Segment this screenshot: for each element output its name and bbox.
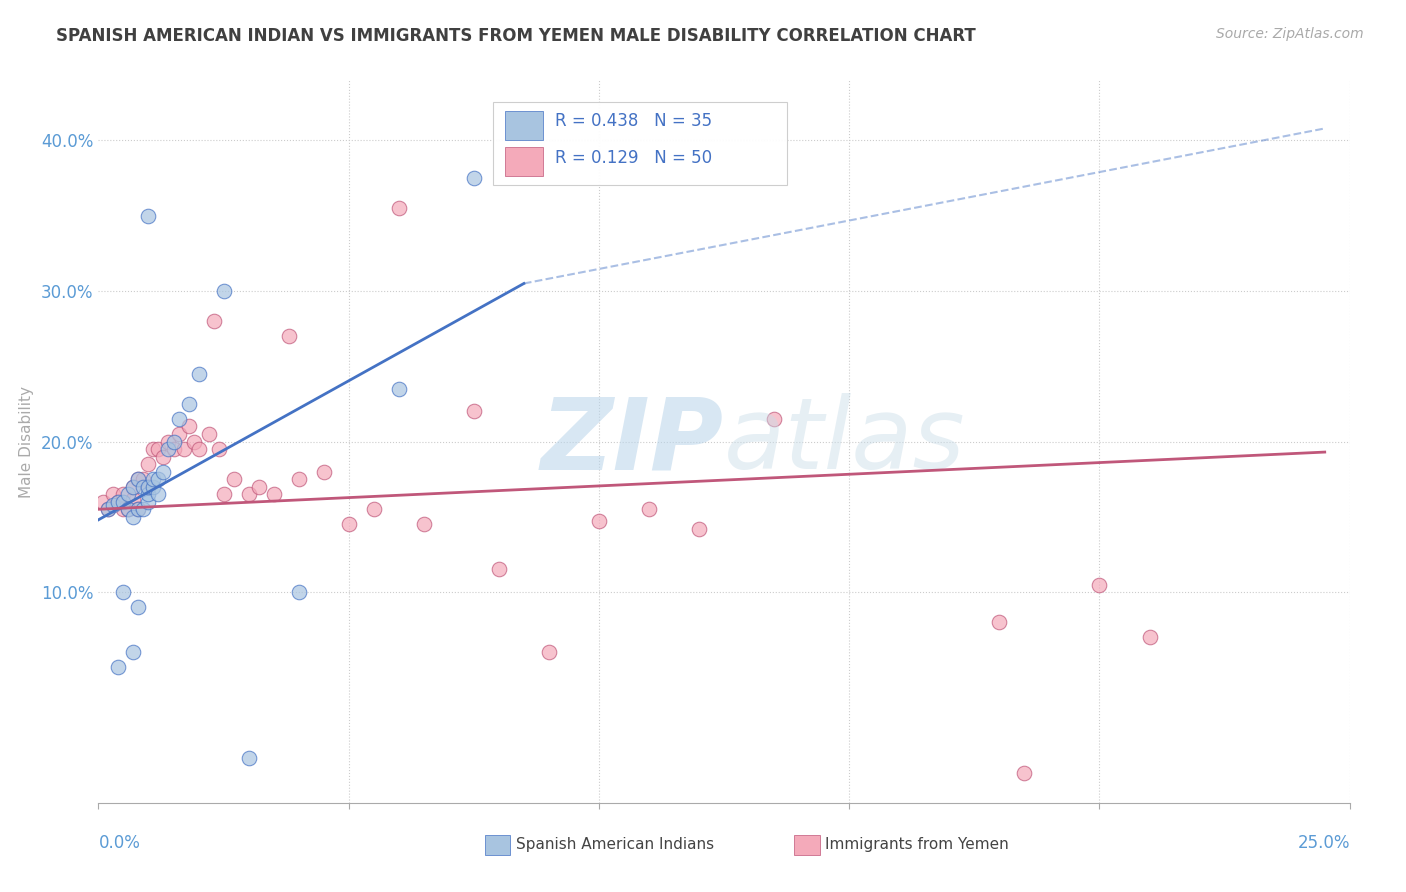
Text: ZIP: ZIP bbox=[541, 393, 724, 490]
Point bbox=[138, 480, 160, 494]
Point bbox=[238, 487, 260, 501]
Point bbox=[212, 284, 235, 298]
Point bbox=[388, 382, 411, 396]
Point bbox=[127, 600, 149, 615]
Point bbox=[127, 502, 149, 516]
Text: Spanish American Indians: Spanish American Indians bbox=[516, 838, 714, 852]
Point bbox=[588, 514, 610, 528]
Point bbox=[122, 645, 145, 659]
Point bbox=[117, 487, 139, 501]
Point bbox=[688, 522, 710, 536]
Point bbox=[148, 472, 170, 486]
Point bbox=[152, 450, 174, 464]
Point bbox=[463, 404, 485, 418]
Point bbox=[337, 517, 360, 532]
Point bbox=[103, 498, 125, 512]
Point bbox=[112, 487, 135, 501]
Point bbox=[112, 494, 135, 508]
Point bbox=[107, 494, 129, 508]
Point bbox=[363, 502, 385, 516]
Point bbox=[157, 442, 180, 456]
Point bbox=[132, 472, 155, 486]
Point bbox=[488, 562, 510, 576]
Point bbox=[287, 585, 309, 599]
Bar bbox=[505, 147, 543, 177]
Point bbox=[122, 480, 145, 494]
Point bbox=[287, 472, 309, 486]
Point bbox=[312, 465, 335, 479]
Point bbox=[112, 502, 135, 516]
Point bbox=[138, 480, 160, 494]
Point bbox=[97, 502, 120, 516]
Point bbox=[463, 171, 485, 186]
Point bbox=[127, 472, 149, 486]
Point bbox=[187, 442, 209, 456]
Point bbox=[152, 465, 174, 479]
Point bbox=[763, 412, 786, 426]
Point bbox=[112, 585, 135, 599]
Point bbox=[162, 434, 184, 449]
Text: atlas: atlas bbox=[724, 393, 966, 490]
FancyBboxPatch shape bbox=[492, 102, 787, 185]
Point bbox=[388, 201, 411, 215]
Point bbox=[412, 517, 434, 532]
Point bbox=[277, 329, 299, 343]
Point bbox=[138, 209, 160, 223]
Text: 0.0%: 0.0% bbox=[98, 834, 141, 852]
Point bbox=[212, 487, 235, 501]
Point bbox=[142, 442, 165, 456]
Point bbox=[167, 427, 190, 442]
Point bbox=[1139, 630, 1161, 644]
Point bbox=[263, 487, 285, 501]
Text: Source: ZipAtlas.com: Source: ZipAtlas.com bbox=[1216, 27, 1364, 41]
Text: SPANISH AMERICAN INDIAN VS IMMIGRANTS FROM YEMEN MALE DISABILITY CORRELATION CHA: SPANISH AMERICAN INDIAN VS IMMIGRANTS FR… bbox=[56, 27, 976, 45]
Point bbox=[537, 645, 560, 659]
Point bbox=[177, 419, 200, 434]
Point bbox=[222, 472, 245, 486]
Text: Immigrants from Yemen: Immigrants from Yemen bbox=[825, 838, 1010, 852]
Point bbox=[117, 502, 139, 516]
Point bbox=[162, 442, 184, 456]
Point bbox=[142, 480, 165, 494]
Point bbox=[157, 434, 180, 449]
Point bbox=[148, 442, 170, 456]
Point bbox=[132, 480, 155, 494]
Point bbox=[207, 442, 229, 456]
Point bbox=[122, 480, 145, 494]
Point bbox=[988, 615, 1011, 630]
Point bbox=[638, 502, 661, 516]
Point bbox=[1014, 765, 1036, 780]
Text: R = 0.438   N = 35: R = 0.438 N = 35 bbox=[555, 112, 713, 130]
Point bbox=[167, 412, 190, 426]
Point bbox=[148, 487, 170, 501]
Point bbox=[107, 494, 129, 508]
Point bbox=[127, 502, 149, 516]
Point bbox=[187, 367, 209, 381]
Point bbox=[202, 314, 225, 328]
Text: R = 0.129   N = 50: R = 0.129 N = 50 bbox=[555, 149, 713, 168]
Point bbox=[238, 750, 260, 764]
Point bbox=[107, 660, 129, 674]
Point bbox=[138, 494, 160, 508]
Point bbox=[103, 487, 125, 501]
Point bbox=[132, 502, 155, 516]
Point bbox=[122, 509, 145, 524]
Point bbox=[138, 487, 160, 501]
Point bbox=[247, 480, 270, 494]
Point bbox=[142, 472, 165, 486]
Text: 25.0%: 25.0% bbox=[1298, 834, 1350, 852]
Y-axis label: Male Disability: Male Disability bbox=[20, 385, 34, 498]
Point bbox=[1088, 577, 1111, 591]
Bar bbox=[505, 112, 543, 140]
Point bbox=[97, 502, 120, 516]
Point bbox=[177, 397, 200, 411]
Point bbox=[127, 472, 149, 486]
Point bbox=[93, 494, 115, 508]
Point bbox=[122, 491, 145, 506]
Point bbox=[117, 502, 139, 516]
Point bbox=[197, 427, 219, 442]
Point bbox=[173, 442, 195, 456]
Point bbox=[183, 434, 205, 449]
Point bbox=[138, 457, 160, 471]
